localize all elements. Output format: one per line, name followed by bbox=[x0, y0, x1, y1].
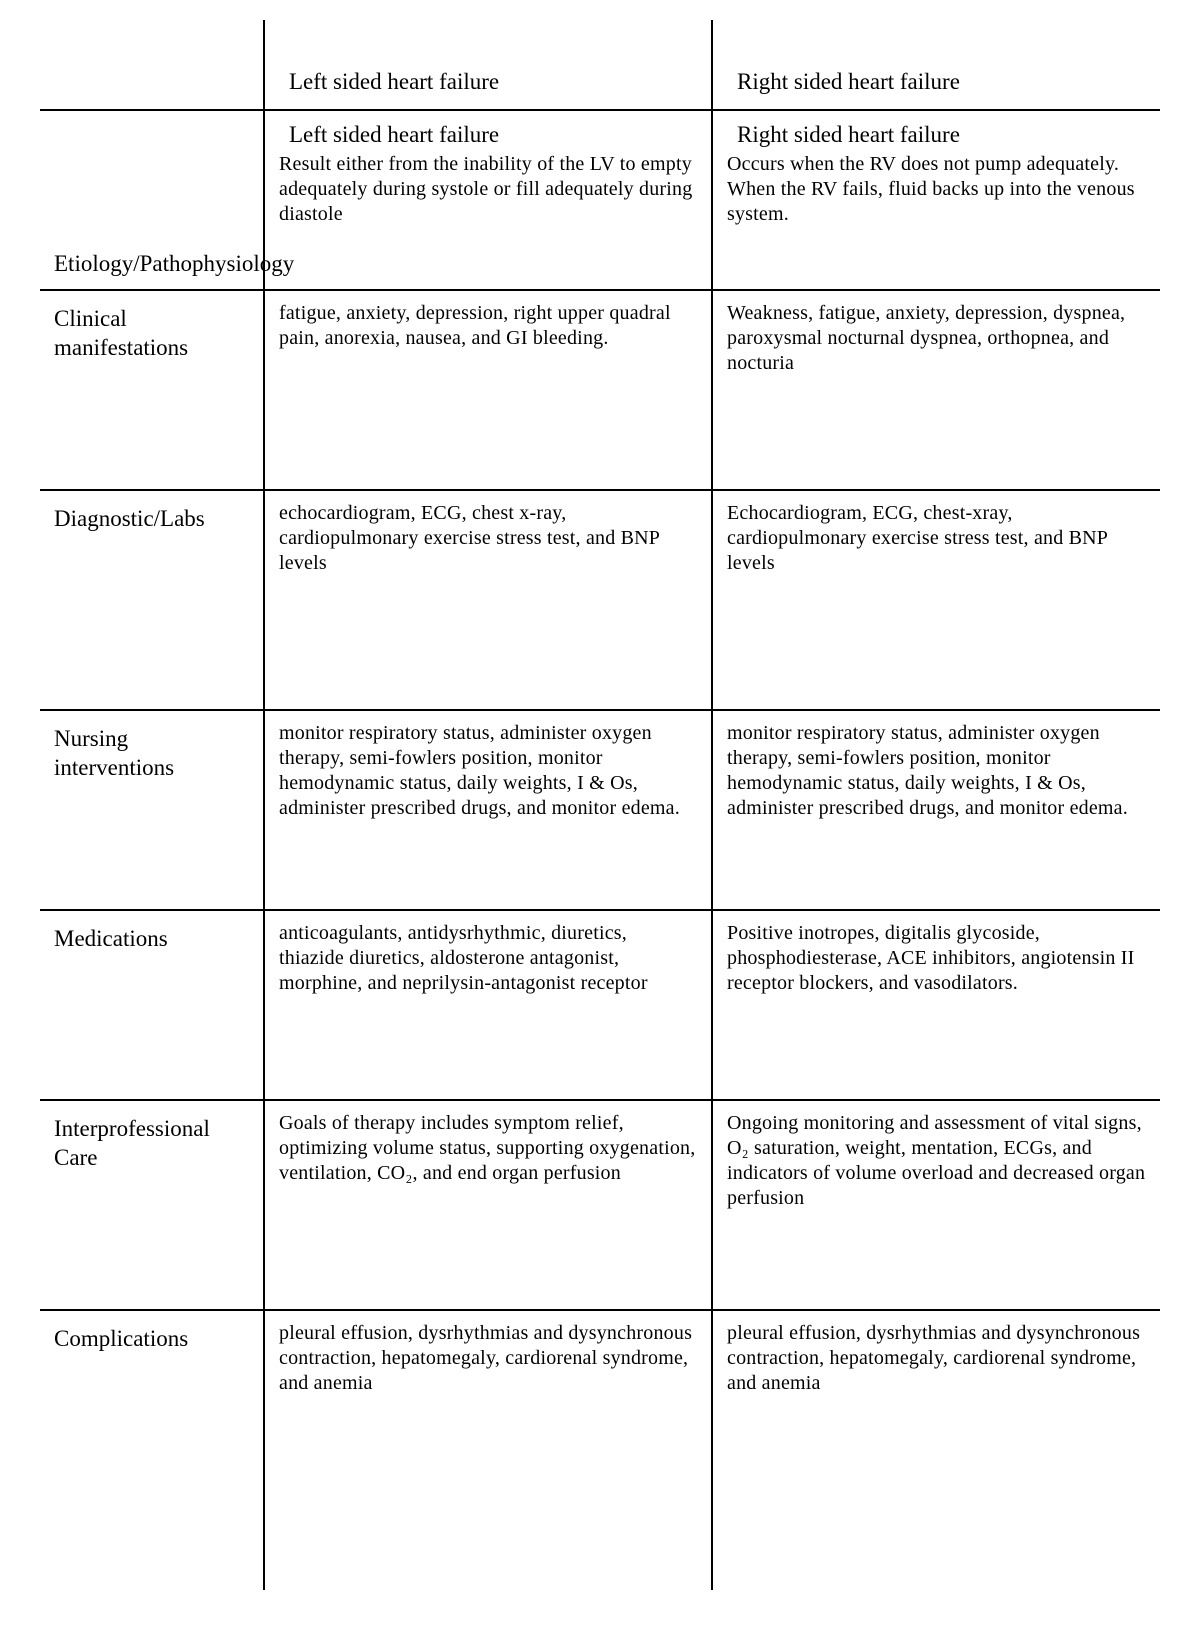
cell-left: Goals of therapy includes symptom relief… bbox=[264, 1100, 712, 1310]
cell-content: monitor respiratory status, administer o… bbox=[279, 721, 697, 821]
cell-content: anticoagulants, antidysrhythmic, diureti… bbox=[279, 921, 697, 996]
row-label-cell: Diagnostic/Labs bbox=[40, 490, 264, 710]
table-row: Clinical manifestations fatigue, anxiety… bbox=[40, 290, 1160, 490]
cell-content: fatigue, anxiety, depression, right uppe… bbox=[279, 301, 697, 351]
cell-content: pleural effusion, dysrhythmias and dysyn… bbox=[279, 1321, 697, 1396]
row-label-cell: Medications bbox=[40, 910, 264, 1100]
cell-right: pleural effusion, dysrhythmias and dysyn… bbox=[712, 1310, 1160, 1590]
header-row: Left sided heart failure Right sided hea… bbox=[40, 20, 1160, 110]
column-header-left-inline: Left sided heart failure bbox=[279, 121, 697, 152]
cell-right: Echocardiogram, ECG, chest-xray, cardiop… bbox=[712, 490, 1160, 710]
column-header-left: Left sided heart failure bbox=[279, 68, 697, 99]
cell-content: Positive inotropes, digitalis glycoside,… bbox=[727, 921, 1146, 996]
row-label: Clinical manifestations bbox=[54, 301, 249, 363]
cell-content: Ongoing monitoring and assessment of vit… bbox=[727, 1111, 1146, 1211]
cell-left: fatigue, anxiety, depression, right uppe… bbox=[264, 290, 712, 490]
cell-content: Result either from the inability of the … bbox=[279, 152, 697, 227]
row-label: Medications bbox=[54, 921, 249, 954]
row-label: Etiology/Pathophysiology bbox=[54, 246, 249, 279]
row-label-cell: Nursing interventions bbox=[40, 710, 264, 910]
table-row: Medications anticoagulants, antidysrhyth… bbox=[40, 910, 1160, 1100]
row-label: Complications bbox=[54, 1321, 249, 1354]
cell-left: monitor respiratory status, administer o… bbox=[264, 710, 712, 910]
header-blank-cell bbox=[40, 20, 264, 110]
cell-content: echocardiogram, ECG, chest x-ray, cardio… bbox=[279, 501, 697, 576]
table-row: Etiology/Pathophysiology Left sided hear… bbox=[40, 110, 1160, 290]
cell-left: pleural effusion, dysrhythmias and dysyn… bbox=[264, 1310, 712, 1590]
cell-left: anticoagulants, antidysrhythmic, diureti… bbox=[264, 910, 712, 1100]
row-label: Interprofessional Care bbox=[54, 1111, 249, 1173]
row-label-cell: Clinical manifestations bbox=[40, 290, 264, 490]
row-label: Diagnostic/Labs bbox=[54, 501, 249, 534]
row-label-cell: Complications bbox=[40, 1310, 264, 1590]
row-label: Nursing interventions bbox=[54, 721, 249, 783]
cell-content: Occurs when the RV does not pump adequat… bbox=[727, 152, 1146, 227]
page: Left sided heart failure Right sided hea… bbox=[0, 0, 1200, 1630]
column-header-right: Right sided heart failure bbox=[727, 68, 1146, 99]
cell-content: Goals of therapy includes symptom relief… bbox=[279, 1111, 697, 1186]
table-row: Interprofessional Care Goals of therapy … bbox=[40, 1100, 1160, 1310]
cell-right: Ongoing monitoring and assessment of vit… bbox=[712, 1100, 1160, 1310]
cell-right: monitor respiratory status, administer o… bbox=[712, 710, 1160, 910]
row-label-cell: Interprofessional Care bbox=[40, 1100, 264, 1310]
cell-left: Left sided heart failure Result either f… bbox=[264, 110, 712, 290]
table-row: Complications pleural effusion, dysrhyth… bbox=[40, 1310, 1160, 1590]
column-header-right-inline: Right sided heart failure bbox=[727, 121, 1146, 152]
cell-left: echocardiogram, ECG, chest x-ray, cardio… bbox=[264, 490, 712, 710]
cell-content: monitor respiratory status, administer o… bbox=[727, 721, 1146, 821]
heart-failure-table: Left sided heart failure Right sided hea… bbox=[40, 20, 1160, 1590]
header-right-cell: Right sided heart failure bbox=[712, 20, 1160, 110]
header-left-cell: Left sided heart failure bbox=[264, 20, 712, 110]
table-row: Nursing interventions monitor respirator… bbox=[40, 710, 1160, 910]
cell-right: Right sided heart failure Occurs when th… bbox=[712, 110, 1160, 290]
cell-right: Weakness, fatigue, anxiety, depression, … bbox=[712, 290, 1160, 490]
cell-content: Echocardiogram, ECG, chest-xray, cardiop… bbox=[727, 501, 1146, 576]
cell-content: pleural effusion, dysrhythmias and dysyn… bbox=[727, 1321, 1146, 1396]
cell-content: Weakness, fatigue, anxiety, depression, … bbox=[727, 301, 1146, 376]
table-row: Diagnostic/Labs echocardiogram, ECG, che… bbox=[40, 490, 1160, 710]
row-label-cell: Etiology/Pathophysiology bbox=[40, 110, 264, 290]
cell-right: Positive inotropes, digitalis glycoside,… bbox=[712, 910, 1160, 1100]
